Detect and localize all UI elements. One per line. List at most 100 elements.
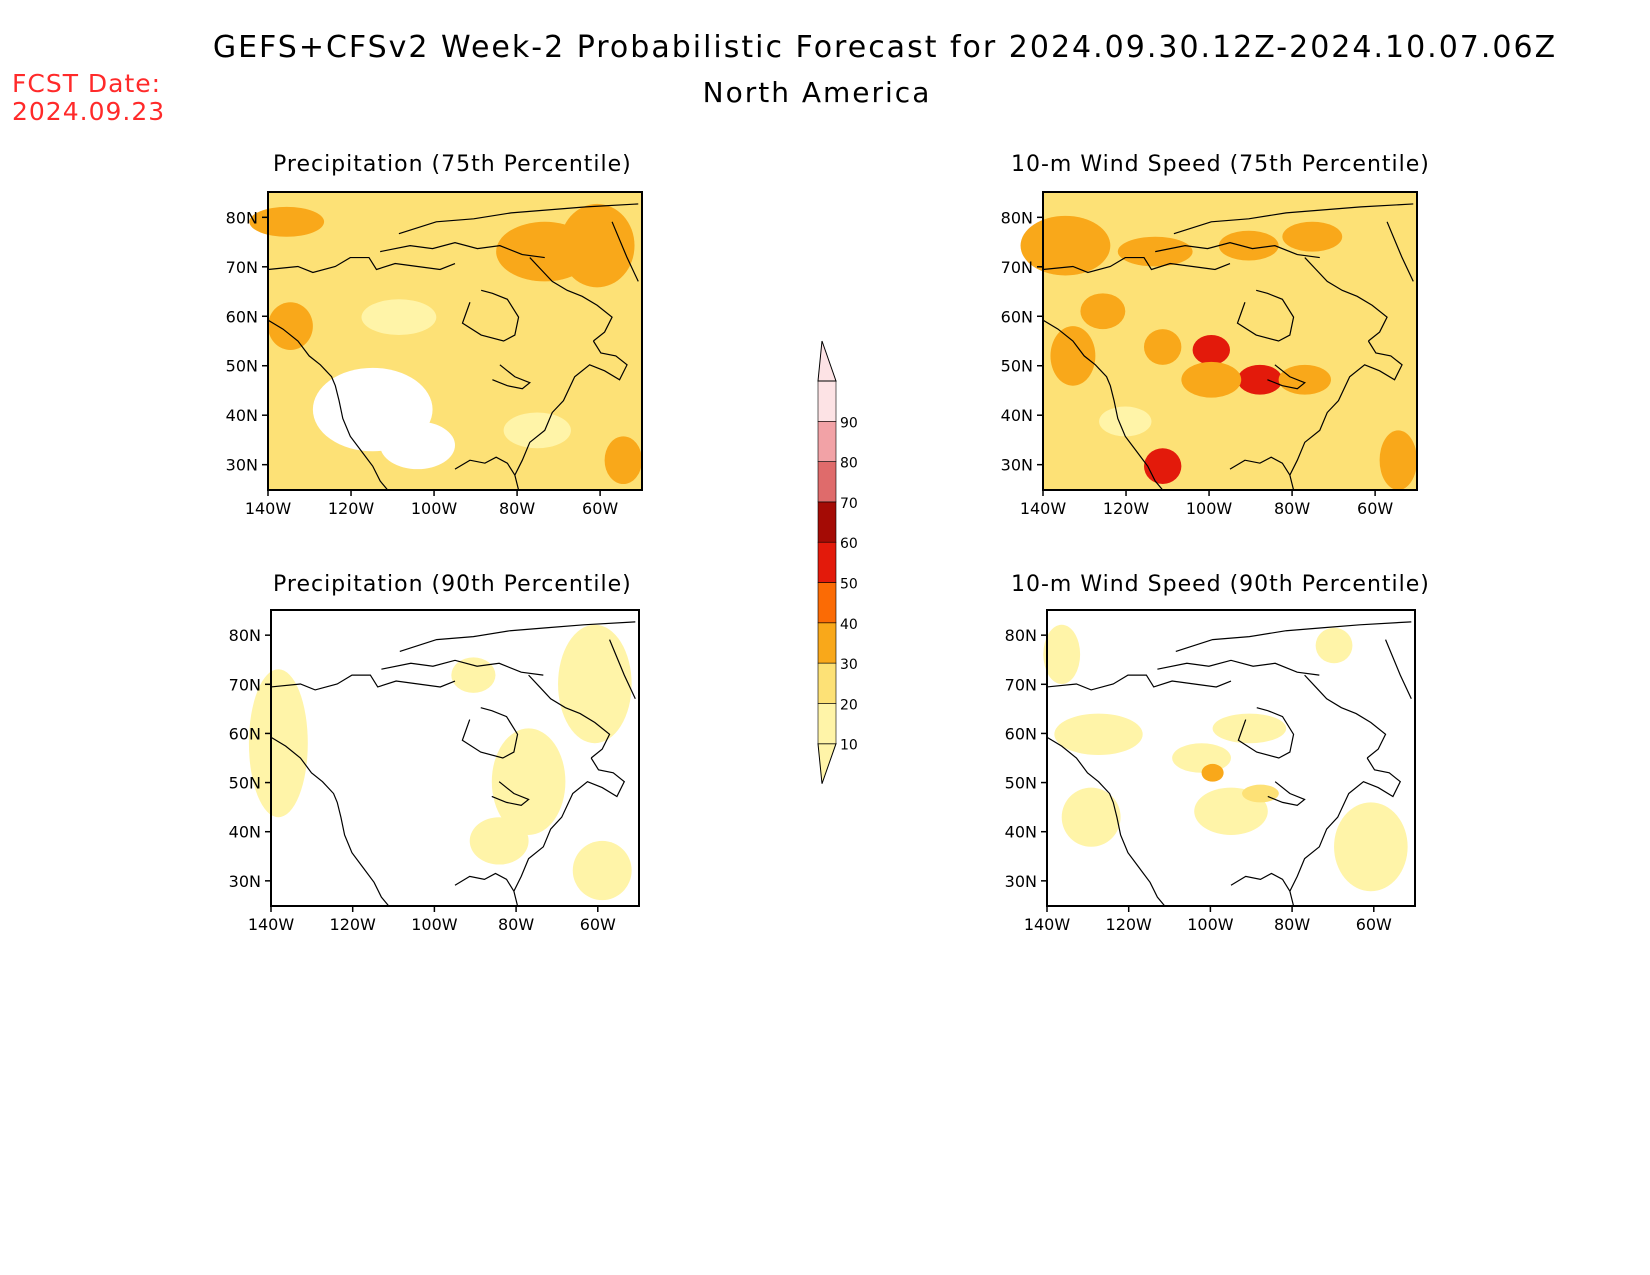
colorbar-label: 10 — [840, 738, 858, 754]
shading-region — [1379, 430, 1418, 491]
lon-label: 100W — [411, 915, 458, 934]
panel-title-precip-90: Precipitation (90th Percentile) — [273, 572, 632, 597]
coastline — [1047, 622, 1411, 906]
coastline-path — [1047, 737, 1165, 906]
coastline-path — [271, 675, 455, 690]
map-frame — [270, 609, 640, 907]
coastline-path — [1290, 758, 1400, 891]
lat-label: 60N — [1001, 307, 1033, 326]
colorbar-label: 30 — [840, 657, 858, 673]
lat-label: 70N — [1001, 258, 1033, 277]
shading-region — [248, 669, 308, 818]
coastline-path — [492, 782, 529, 806]
lat-label: 50N — [1001, 357, 1033, 376]
map-frame — [1046, 609, 1416, 907]
colorbar-label: 80 — [840, 456, 858, 472]
coastline-path — [1386, 640, 1412, 699]
shading-region — [491, 728, 566, 835]
coastline-path — [529, 675, 610, 758]
colorbar-segment — [817, 501, 837, 543]
coastline-path — [492, 365, 529, 389]
shading-region — [268, 302, 313, 350]
lat-label: 30N — [1005, 872, 1037, 891]
coastline-path — [1174, 204, 1413, 234]
lat-label: 40N — [1005, 823, 1037, 842]
coastline-path — [400, 622, 636, 652]
colorbar-segment — [817, 582, 837, 624]
lat-label: 60N — [226, 307, 258, 326]
colorbar-cap-bottom — [817, 743, 837, 784]
shading-region — [1143, 448, 1182, 485]
coastline-path — [1043, 258, 1230, 273]
shading-region — [1043, 624, 1081, 685]
lon-label: 80W — [1274, 915, 1310, 934]
shading-region — [1218, 230, 1279, 261]
coastline-path — [399, 204, 638, 234]
shading-region — [1020, 215, 1111, 276]
shading-region — [1117, 236, 1193, 267]
coastline-path — [515, 341, 627, 475]
colorbar-segment — [817, 541, 837, 583]
lat-label: 80N — [1001, 208, 1033, 227]
shading-region — [1192, 335, 1231, 365]
coastline-path — [1305, 675, 1386, 758]
coastline-path — [381, 660, 543, 675]
lon-label: 120W — [1106, 915, 1153, 934]
shading-region — [1099, 406, 1152, 437]
lon-label: 120W — [1103, 499, 1150, 518]
colorbar-cap-top — [817, 340, 837, 382]
region-subtitle: North America — [702, 76, 932, 109]
shading-region — [249, 206, 325, 237]
coastline-path — [1387, 222, 1413, 282]
lon-label: 100W — [1186, 499, 1233, 518]
shading-region — [451, 657, 496, 693]
coastline — [271, 622, 635, 906]
coastline — [268, 204, 638, 490]
lon-label: 120W — [328, 499, 375, 518]
panel-title-precip-75: Precipitation (75th Percentile) — [273, 152, 632, 177]
coastline-path — [1157, 660, 1319, 675]
colorbar-label: 50 — [840, 577, 858, 593]
lat-label: 30N — [226, 456, 258, 475]
coastline-path — [1238, 708, 1293, 758]
lat-label: 60N — [1005, 724, 1037, 743]
panel-title-wind-90: 10-m Wind Speed (90th Percentile) — [1011, 572, 1430, 597]
lat-label: 50N — [226, 357, 258, 376]
shading-region — [559, 203, 635, 288]
colorbar-segment — [817, 380, 837, 422]
lat-label: 50N — [1005, 774, 1037, 793]
coastline-path — [462, 708, 517, 758]
map-panel-p90: 80N 70N 60N 50N 40N 30N 140W 120W 100W 80W 60W — [229, 610, 639, 934]
coastline-path — [462, 290, 518, 341]
colorbar-segment — [817, 461, 837, 503]
colorbar-segment — [817, 662, 837, 704]
lat-label: 30N — [229, 872, 261, 891]
coastline-path — [268, 320, 388, 490]
colorbar-label: 20 — [840, 697, 858, 713]
shading-region — [1315, 627, 1353, 664]
colorbar-label: 60 — [840, 536, 858, 552]
shading-region — [1212, 713, 1287, 744]
lat-label: 40N — [229, 823, 261, 842]
lat-label: 70N — [1005, 675, 1037, 694]
lon-label: 120W — [330, 915, 377, 934]
coastline-path — [1155, 243, 1320, 258]
lat-label: 80N — [1005, 626, 1037, 645]
shading-region — [1278, 364, 1331, 395]
shading-region — [1172, 743, 1232, 773]
lon-label: 140W — [1024, 915, 1071, 934]
shading-region — [503, 412, 571, 449]
lon-label: 60W — [580, 915, 616, 934]
lon-label: 100W — [1187, 915, 1234, 934]
lon-label: 140W — [248, 915, 295, 934]
lat-label: 80N — [229, 626, 261, 645]
lat-label: 80N — [226, 208, 258, 227]
shading-region — [380, 421, 455, 470]
coastline-path — [1176, 622, 1412, 652]
lat-label: 40N — [1001, 406, 1033, 425]
coastline-path — [1237, 290, 1293, 341]
shading-region — [1242, 784, 1279, 803]
lat-label: 60N — [229, 724, 261, 743]
panel-title-wind-75: 10-m Wind Speed (75th Percentile) — [1011, 152, 1430, 177]
